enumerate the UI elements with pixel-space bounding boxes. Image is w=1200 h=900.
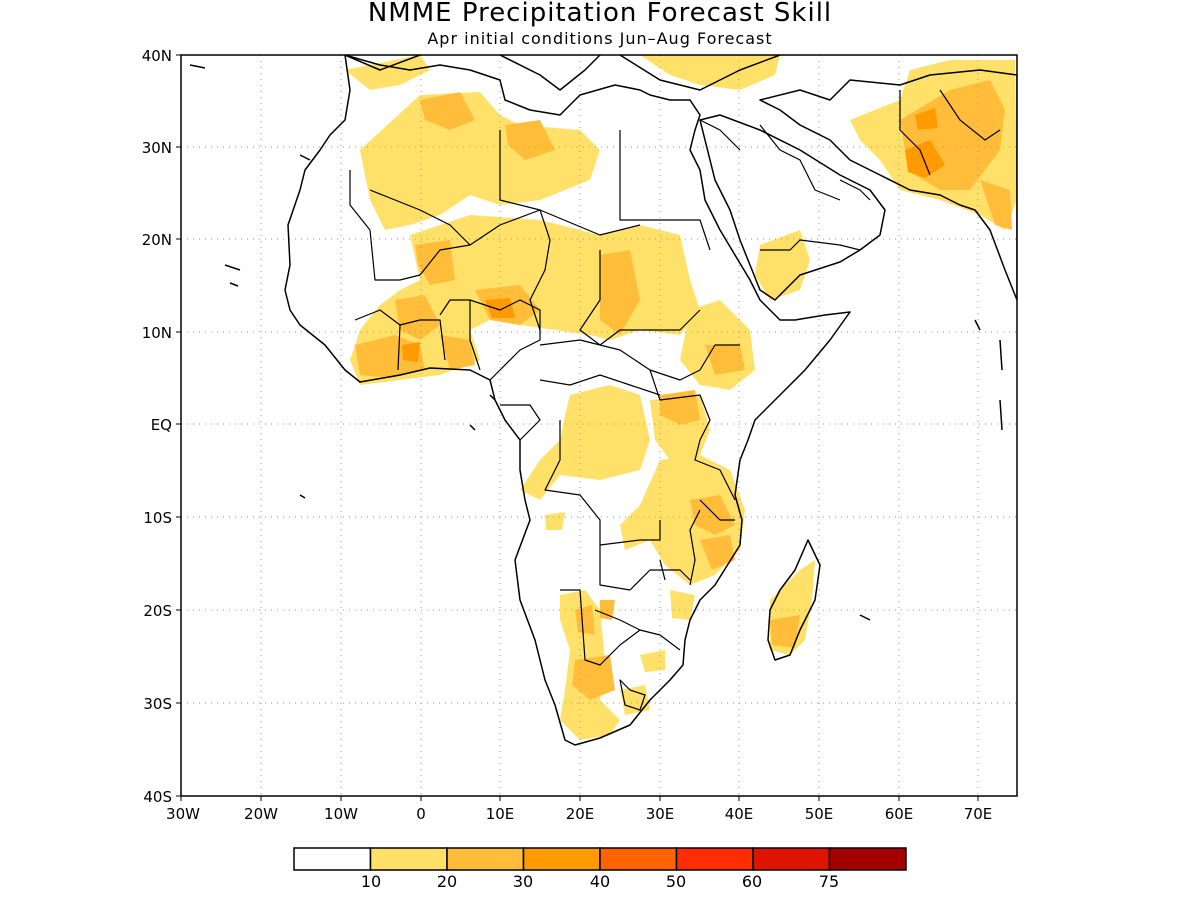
- lat-label: 30N: [142, 139, 172, 157]
- colorbar-label: 20: [437, 872, 457, 891]
- colorbar-swatch: [446, 847, 525, 871]
- colorbar-label: 50: [666, 872, 686, 891]
- lat-label: 40S: [143, 788, 172, 806]
- lon-label: 20W: [244, 805, 278, 823]
- asia-coastline: [759, 69, 1017, 301]
- latitude-labels: 40N 30N 20N 10N EQ 10S 20S 30S 40S: [142, 47, 172, 806]
- europe-coastline: [344, 55, 781, 91]
- map-frame: [180, 54, 1018, 797]
- lat-label: EQ: [151, 416, 172, 434]
- africa-coastline: [284, 55, 851, 746]
- lon-label: 10E: [486, 805, 515, 823]
- lon-label: 30E: [646, 805, 675, 823]
- colorbar-label: 10: [361, 872, 381, 891]
- lon-label: 0: [416, 805, 426, 823]
- lon-label: 70E: [964, 805, 993, 823]
- colorbar: 10 20 30 40 50 60 75: [293, 847, 907, 891]
- gridlines: [181, 55, 1017, 796]
- colorbar-swatch: [752, 847, 831, 871]
- colorbar-label: 30: [513, 872, 533, 891]
- map-subtitle: Apr initial conditions Jun–Aug Forecast: [427, 29, 773, 48]
- lon-label: 30W: [166, 805, 200, 823]
- colorbar-swatch: [522, 847, 601, 871]
- colorbar-swatch: [293, 847, 372, 871]
- map-title: NMME Precipitation Forecast Skill: [367, 0, 833, 28]
- colorbar-swatch: [599, 847, 678, 871]
- colorbar-swatch: [675, 847, 754, 871]
- lat-label: 30S: [143, 695, 172, 713]
- longitude-labels: 30W 20W 10W 0 10E 20E 30E 40E 50E 60E 70…: [166, 805, 992, 823]
- skill-level-20-30: [355, 80, 1012, 700]
- madagascar-coastline: [767, 539, 821, 661]
- lat-label: 20S: [143, 602, 172, 620]
- lon-label: 20E: [566, 805, 595, 823]
- lon-label: 10W: [324, 805, 358, 823]
- lon-label: 40E: [725, 805, 754, 823]
- colorbar-swatch: [369, 847, 448, 871]
- lat-label: 10S: [143, 509, 172, 527]
- coastlines: [189, 55, 1017, 746]
- colorbar-label: 40: [590, 872, 610, 891]
- arabia-coastline: [699, 114, 886, 301]
- lat-label: 40N: [142, 47, 172, 65]
- lon-label: 50E: [805, 805, 834, 823]
- lon-label: 60E: [885, 805, 914, 823]
- lat-label: 20N: [142, 231, 172, 249]
- axis-ticks: [176, 54, 979, 801]
- colorbar-label: 60: [742, 872, 762, 891]
- lat-label: 10N: [142, 324, 172, 342]
- colorbar-swatch: [828, 847, 907, 871]
- colorbar-label: 75: [819, 872, 839, 891]
